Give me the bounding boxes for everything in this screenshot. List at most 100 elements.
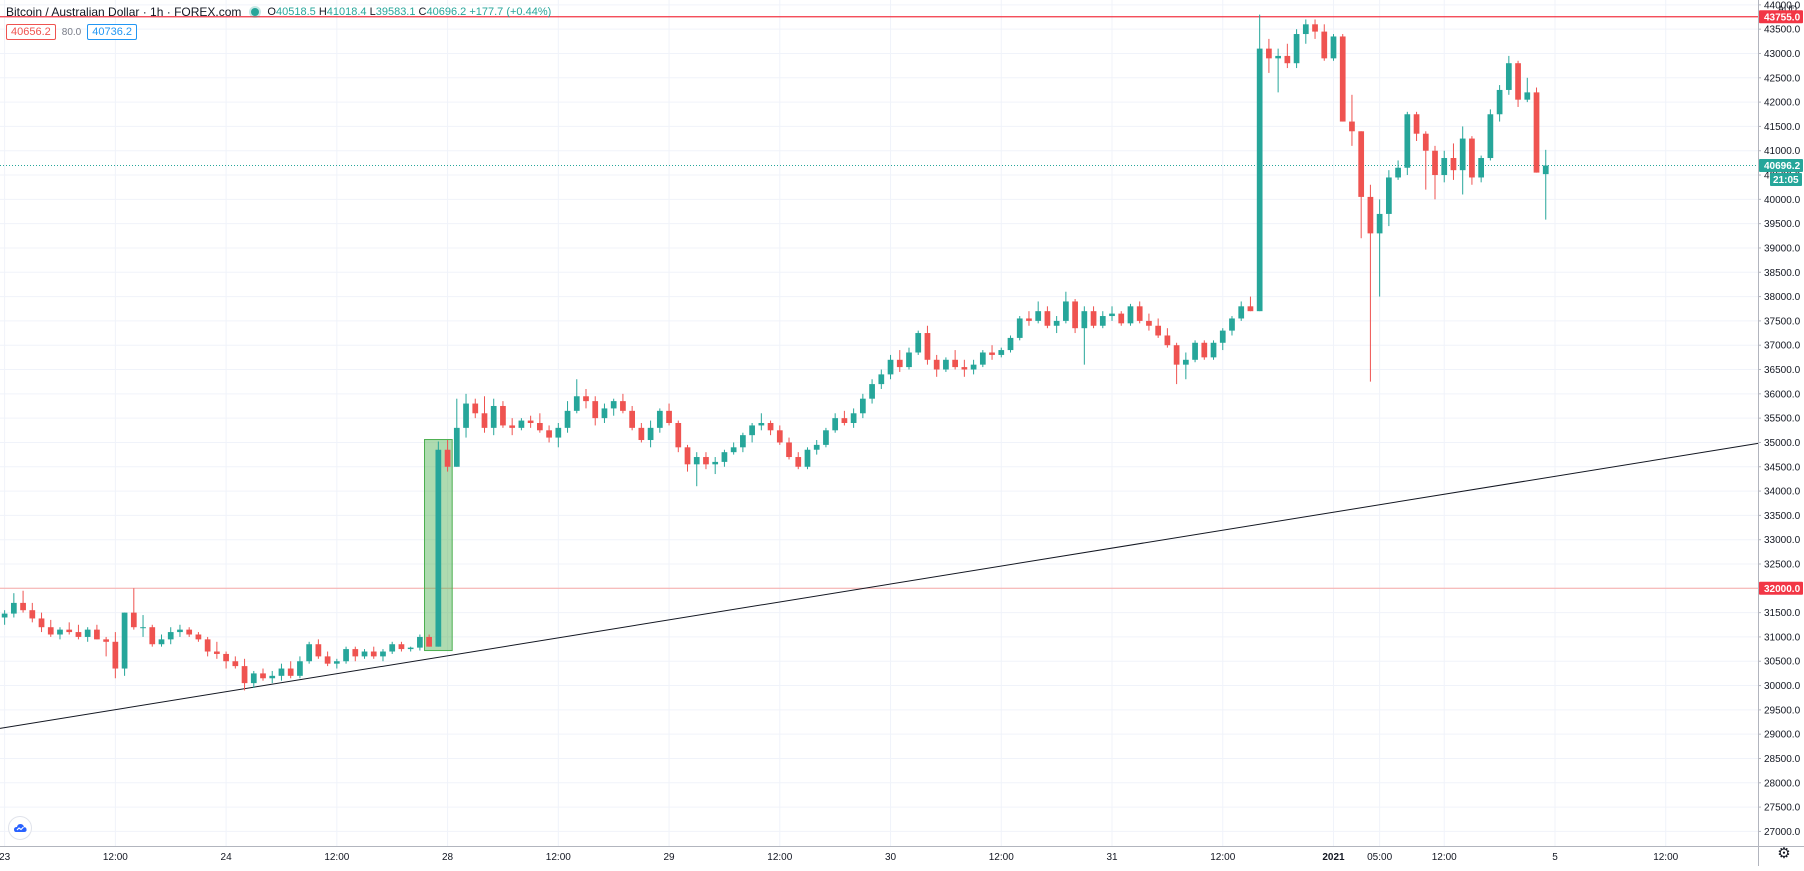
candle [389,641,396,654]
candle-body [38,618,45,628]
candle-body [57,629,63,635]
candle [1275,48,1281,93]
candle-body [1293,34,1300,64]
time-tick-label: 12:00 [767,852,792,863]
candle-body [998,350,1005,355]
candle-body [1386,177,1392,214]
price-tick-label: 41500.0 [1764,122,1801,133]
candle-body [1478,158,1485,178]
close-value: 40696.2 [426,6,467,18]
candle-body [730,447,737,453]
candle [1026,311,1032,326]
candle-body [1275,55,1281,59]
candle [398,641,405,652]
candle [896,350,903,372]
candle [509,418,516,436]
countdown-tag: 21:05 [1773,175,1799,186]
trendline [0,442,1759,729]
candle-body [924,333,931,360]
candle-body [1505,63,1512,90]
candle-body [1349,121,1355,132]
buy-button[interactable]: 40736.2 [87,24,137,40]
sell-button[interactable]: 40656.2 [6,24,56,40]
candle-body [1210,342,1217,358]
candle [426,634,432,647]
candle [84,627,91,642]
candle [1367,184,1374,382]
last-price-tag: 40696.2 [1764,161,1801,172]
candle-body [583,396,589,402]
candle-body [610,401,617,409]
candle-body [241,666,248,684]
candle [94,624,100,640]
candle [103,636,109,657]
candle [140,615,146,637]
candle-body [214,651,220,654]
candle [1256,14,1263,312]
support-price-tag: 32000.0 [1764,584,1801,595]
candle [1404,111,1411,176]
candle-body [740,435,746,448]
price-tick-label: 38500.0 [1764,268,1801,279]
candle-body [287,668,294,676]
candle-body [232,661,239,667]
candle-body [1358,131,1365,197]
candle-body [398,644,405,650]
candle [1469,136,1475,185]
candle-body [1164,335,1171,346]
candle [1192,340,1198,363]
candle [527,415,534,428]
candle-body [1238,306,1245,319]
price-tick-label: 30500.0 [1764,657,1801,668]
candle-body [297,661,303,676]
time-tick-label: 5 [1552,852,1558,863]
candle [684,444,691,472]
time-tick-label: 12:00 [1210,852,1235,863]
candle-body [823,430,829,445]
candle-body [463,403,469,428]
tradingview-logo-icon[interactable] [8,816,32,840]
candle-body [869,384,875,399]
candle-body [352,649,359,657]
price-tick-label: 29500.0 [1764,705,1801,716]
candle-body [896,359,903,368]
candle-body [1533,92,1540,173]
candle [546,425,552,443]
candle [1219,328,1226,351]
candle [518,418,525,431]
candle-body [1136,306,1143,321]
candle-body [1026,318,1032,321]
candle [333,658,340,669]
candle-body [1247,306,1254,312]
candle-body [527,420,534,423]
candle-body [878,374,885,385]
candle [536,413,543,433]
gear-icon[interactable]: ⚙ [1777,845,1791,862]
low-value: 39583.1 [375,6,416,18]
candle [1422,131,1429,190]
candle [1035,301,1042,324]
candle [1533,87,1540,173]
candle-body [140,627,146,629]
candle-body [693,457,700,465]
candle [214,641,220,659]
candle-body [1118,313,1125,324]
symbol-title[interactable]: Bitcoin / Australian Dollar · 1h · FOREX… [6,5,242,19]
price-tick-label: 33000.0 [1764,535,1801,546]
candle [306,641,313,664]
candle [232,656,239,669]
candle-body [1072,301,1078,329]
candle [1358,131,1365,239]
candle-body [186,629,193,635]
candle [297,656,303,679]
candle [795,452,802,470]
candle-body [749,425,755,436]
candle-body [979,352,986,365]
spread-value: 80.0 [61,26,82,38]
price-tick-label: 39000.0 [1764,243,1801,254]
candle [1109,306,1115,321]
candle-body [1146,320,1152,326]
candle-body [970,364,977,370]
